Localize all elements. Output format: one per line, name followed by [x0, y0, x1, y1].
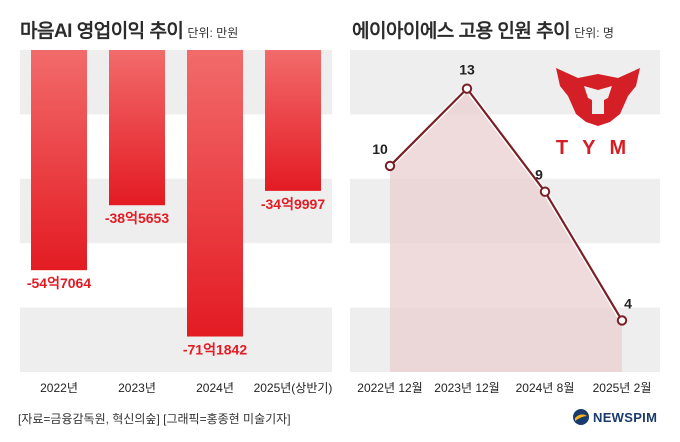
- line-point-marker: [616, 315, 628, 326]
- line-value-label: 9: [535, 167, 543, 183]
- bar-mark: [109, 50, 165, 206]
- line-area-fill: [390, 88, 622, 372]
- tym-logo-emblem: [556, 68, 640, 126]
- bar-chart-title-text: 마음AI 영업이익 추이: [20, 21, 184, 42]
- bar-grid-band: [20, 307, 332, 372]
- line-x-tick-label: 2022년 12월: [357, 381, 422, 395]
- line-point-marker: [461, 83, 473, 94]
- line-value-label: 4: [624, 295, 632, 311]
- line-chart-title-text: 에이아이에스 고용 인원 추이: [352, 21, 571, 42]
- bar-chart-unit: 단위: 만원: [187, 26, 239, 40]
- source-note: [자료=금융감독원, 혁신의숲] [그래픽=홍종현 미술기자]: [18, 412, 291, 426]
- bar-x-tick-label: 2022년: [40, 381, 78, 395]
- line-point-marker: [539, 186, 551, 197]
- newspim-logo-icon: [573, 409, 589, 425]
- line-point-marker: [384, 160, 396, 172]
- bar-mark: [187, 50, 243, 337]
- bar-x-tick-label: 2024년: [196, 381, 234, 395]
- line-x-tick-label: 2025년 2월: [593, 381, 652, 395]
- bar-value-label: -38억5653: [105, 210, 169, 226]
- bar-value-label: -54억7064: [27, 275, 91, 291]
- line-x-tick-label: 2023년 12월: [434, 381, 499, 395]
- line-series: [389, 87, 623, 322]
- bar-chart-title: 마음AI 영업이익 추이 단위: 만원: [20, 16, 238, 43]
- newspim-brand-text: NEWSPIM: [593, 409, 658, 425]
- line-value-label: 10: [372, 141, 388, 157]
- bar-mark: [31, 50, 87, 271]
- bar-x-tick-label: 2023년: [118, 381, 156, 395]
- bar-chart: -54억7064 -38억5653 -71억1842 -34억9997 2022년 20…: [20, 50, 333, 395]
- bar-value-label: -71억1842: [183, 342, 247, 358]
- tym-logo: TYM: [556, 68, 640, 159]
- line-chart-unit: 단위: 명: [574, 26, 614, 40]
- line-chart-title: 에이아이에스 고용 인원 추이 단위: 명: [352, 16, 614, 43]
- line-x-tick-label: 2024년 8월: [516, 381, 575, 395]
- line-chart: 10 13 9 4 2022년 12월 2023년 12월 2024년 8월 2025년 2…: [350, 50, 660, 395]
- bar-value-label: -34억9997: [261, 196, 325, 212]
- bar-x-tick-label: 2025년(상반기): [254, 381, 333, 395]
- tym-logo-text: TYM: [556, 137, 640, 159]
- line-value-label: 13: [459, 62, 475, 78]
- newspim-brand: NEWSPIM: [572, 408, 657, 426]
- bar-mark: [265, 50, 321, 191]
